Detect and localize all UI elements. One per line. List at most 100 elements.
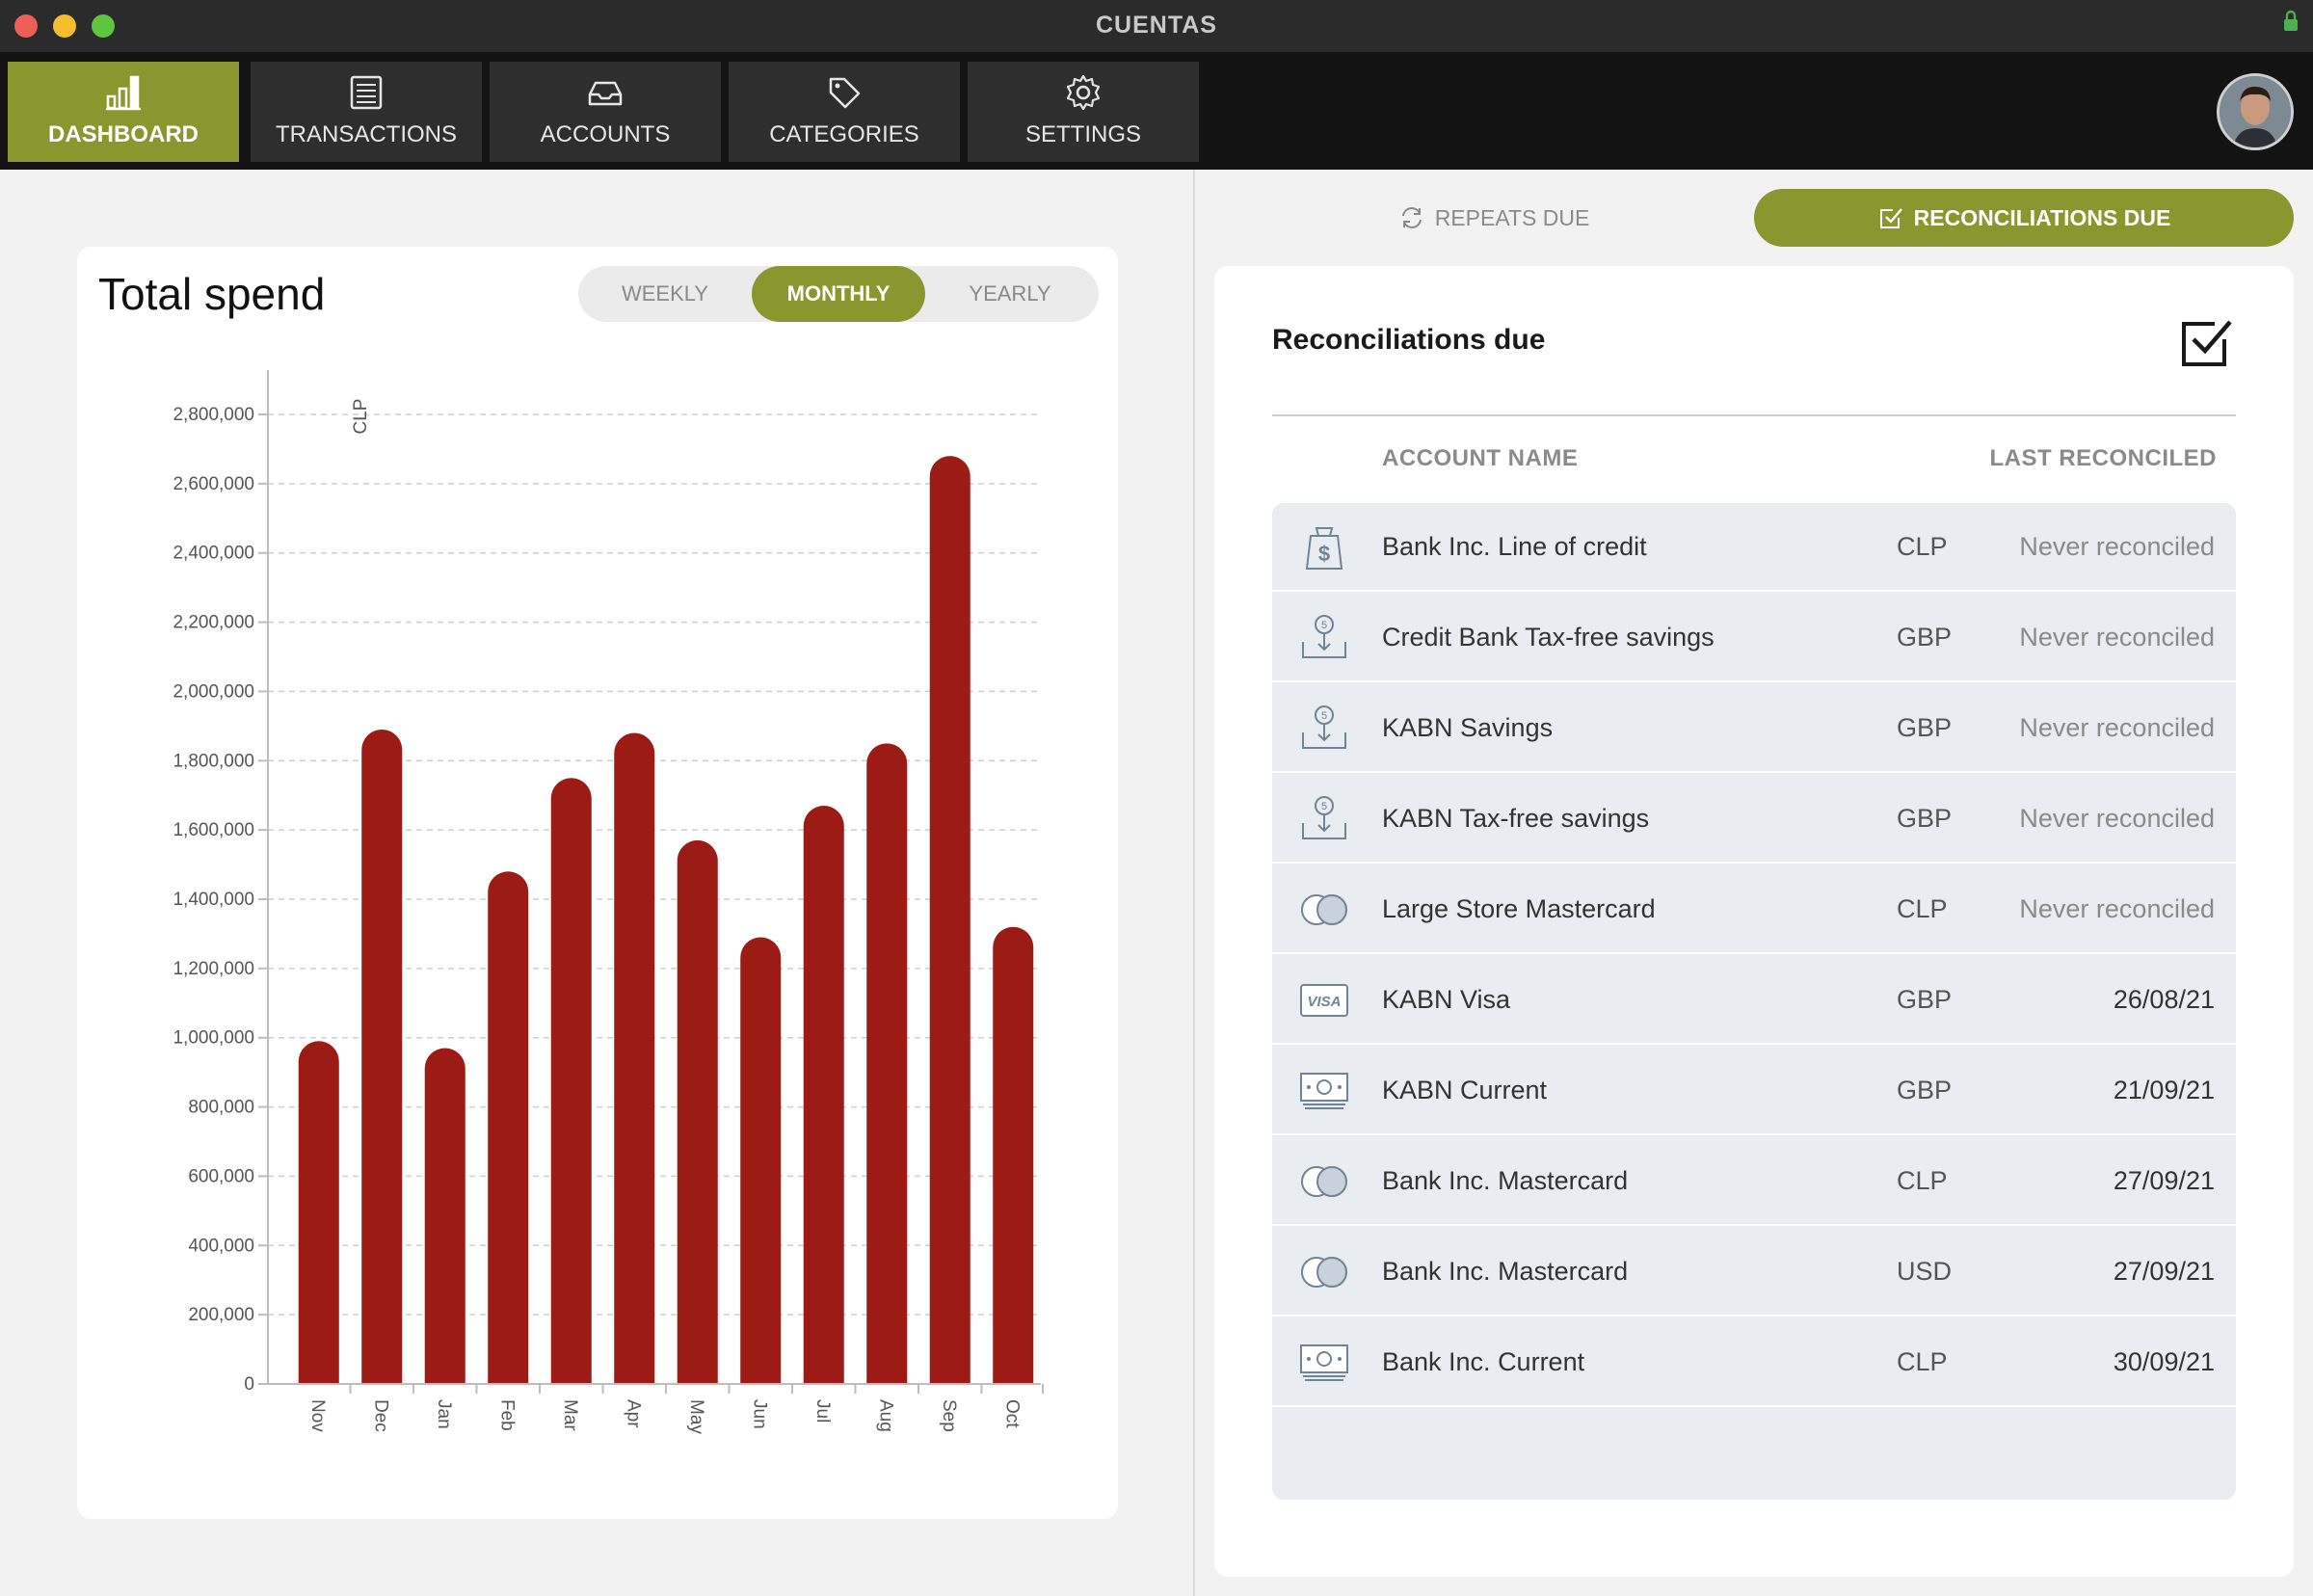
tab-accounts[interactable]: ACCOUNTS: [490, 62, 721, 162]
user-avatar[interactable]: [2217, 73, 2294, 150]
svg-text:5: 5: [1321, 620, 1327, 631]
account-currency: GBP: [1897, 623, 1953, 652]
period-yearly-button[interactable]: YEARLY: [969, 281, 1051, 306]
window-titlebar: CUENTAS: [0, 0, 2313, 52]
tab-settings[interactable]: SETTINGS: [968, 62, 1199, 162]
header-divider: [1272, 414, 2236, 416]
gear-icon: [1066, 74, 1101, 111]
account-currency: CLP: [1897, 1347, 1948, 1376]
y-tick-label: 1,200,000: [173, 959, 254, 979]
last-reconciled: Never reconciled: [2019, 713, 2215, 742]
bar-may: [677, 839, 718, 1384]
bar-jan: [424, 1048, 465, 1384]
account-name: Bank Inc. Mastercard: [1382, 1257, 1629, 1286]
account-name: Credit Bank Tax-free savings: [1382, 623, 1715, 652]
x-tick-label: Nov: [307, 1399, 328, 1432]
account-name: Bank Inc. Line of credit: [1382, 532, 1647, 561]
tab-categories[interactable]: CATEGORIES: [729, 62, 960, 162]
panel-divider: [1193, 170, 1195, 1596]
x-tick-label: May: [686, 1399, 706, 1434]
mastercard-icon: [1295, 1247, 1353, 1297]
table-row[interactable]: Bank Inc. Mastercard CLP 27/09/21: [1272, 1137, 2236, 1226]
y-tick-label: 600,000: [188, 1166, 254, 1186]
y-tick-label: 400,000: [188, 1236, 254, 1256]
y-tick-label: 1,600,000: [173, 820, 254, 840]
last-reconciled: Never reconciled: [2019, 532, 2215, 561]
x-tick-label: Feb: [496, 1399, 517, 1431]
tab-dashboard[interactable]: DASHBOARD: [8, 62, 239, 162]
tab-label: CATEGORIES: [769, 121, 919, 147]
last-reconciled: 27/09/21: [2113, 1257, 2215, 1286]
table-row[interactable]: 5 KABN Savings GBP Never reconciled: [1272, 684, 2236, 773]
last-reconciled: 27/09/21: [2113, 1166, 2215, 1195]
account-currency: USD: [1897, 1257, 1953, 1286]
savings-deposit-icon: 5: [1295, 704, 1353, 754]
account-name: KABN Current: [1382, 1076, 1548, 1104]
y-tick-label: 2,000,000: [173, 681, 254, 702]
table-row[interactable]: 5 Credit Bank Tax-free savings GBP Never re…: [1272, 594, 2236, 682]
last-reconciled: 30/09/21: [2113, 1347, 2215, 1376]
table-row[interactable]: Bank Inc. Mastercard USD 27/09/21: [1272, 1228, 2236, 1317]
bar-feb: [488, 871, 529, 1384]
x-tick-label: Jul: [812, 1399, 833, 1423]
mastercard-icon: [1295, 1157, 1353, 1207]
y-tick-label: 2,400,000: [173, 544, 254, 564]
account-name: KABN Visa: [1382, 985, 1511, 1014]
tab-label: ACCOUNTS: [540, 121, 671, 147]
table-row[interactable]: $ Bank Inc. Line of credit CLP Never reconc…: [1272, 503, 2236, 592]
tab-label: SETTINGS: [1024, 121, 1141, 147]
tag-icon: [829, 77, 861, 109]
period-weekly-button[interactable]: WEEKLY: [621, 281, 709, 306]
table-row[interactable]: VISA KABN Visa GBP 26/08/21: [1272, 956, 2236, 1045]
y-tick-label: 800,000: [188, 1098, 254, 1118]
y-tick-label: 1,400,000: [173, 890, 254, 910]
minimize-window-button[interactable]: [53, 14, 76, 38]
account-currency: GBP: [1897, 713, 1953, 742]
x-tick-label: Oct: [1001, 1399, 1022, 1428]
bar-sep: [929, 456, 970, 1385]
total-spend-card: Total spend WEEKLY MONTHLY YEARLY 0 200,0…: [77, 247, 1118, 1519]
y-tick-label: 200,000: [188, 1305, 254, 1325]
column-account-name: ACCOUNT NAME: [1382, 445, 1579, 471]
account-currency: GBP: [1897, 1076, 1953, 1104]
tab-repeats-label: REPEATS DUE: [1434, 204, 1590, 230]
x-tick-label: Apr: [623, 1399, 643, 1428]
x-tick-label: Aug: [875, 1399, 895, 1432]
account-currency: GBP: [1897, 985, 1953, 1014]
table-row[interactable]: Bank Inc. Current CLP 30/09/21: [1272, 1318, 2236, 1407]
reconciliations-title: Reconciliations due: [1272, 324, 1546, 356]
svg-text:5: 5: [1321, 710, 1327, 722]
reconciliations-table: $ Bank Inc. Line of credit CLP Never reconc…: [1272, 503, 2236, 1500]
svg-text:5: 5: [1321, 801, 1327, 812]
period-monthly-button[interactable]: MONTHLY: [752, 266, 925, 322]
y-tick-label: 2,800,000: [173, 405, 254, 425]
chart-title: Total spend: [98, 269, 326, 319]
zoom-window-button[interactable]: [92, 14, 115, 38]
bar-oct: [993, 926, 1034, 1384]
checkbox-icon: [2182, 320, 2232, 366]
table-row[interactable]: Large Store Mastercard CLP Never reconcile…: [1272, 865, 2236, 954]
last-reconciled: Never reconciled: [2019, 804, 2215, 833]
y-tick-label: 0: [244, 1374, 254, 1395]
table-row[interactable]: KABN Current GBP 21/09/21: [1272, 1047, 2236, 1135]
account-currency: CLP: [1897, 894, 1948, 923]
svg-text:$: $: [1318, 542, 1330, 566]
svg-text:VISA: VISA: [1307, 994, 1341, 1010]
table-row[interactable]: 5 KABN Tax-free savings GBP Never reconcile…: [1272, 775, 2236, 864]
tab-repeats-due[interactable]: REPEATS DUE: [1234, 189, 1754, 247]
money-bag-icon: $: [1295, 522, 1353, 572]
bar-mar: [550, 778, 592, 1384]
reconciliations-card: Reconciliations due ACCOUNT NAME LAST RE…: [1214, 266, 2294, 1577]
ledger-icon: [350, 75, 383, 110]
last-reconciled: Never reconciled: [2019, 623, 2215, 652]
close-window-button[interactable]: [14, 14, 38, 38]
account-currency: CLP: [1897, 1166, 1948, 1195]
tab-label: DASHBOARD: [48, 121, 199, 147]
tab-transactions[interactable]: TRANSACTIONS: [251, 62, 482, 162]
bar-jun: [740, 937, 782, 1384]
tab-reconciliations-due[interactable]: RECONCILIATIONS DUE: [1754, 189, 2294, 247]
account-currency: CLP: [1897, 532, 1948, 561]
account-name: Bank Inc. Current: [1382, 1347, 1585, 1376]
visa-card-icon: VISA: [1295, 975, 1353, 1025]
checkbox-icon: [1879, 208, 1902, 228]
